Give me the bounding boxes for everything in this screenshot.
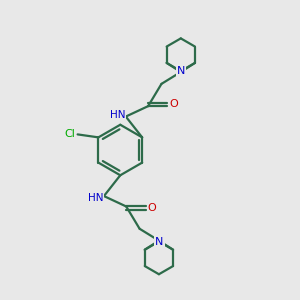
Text: HN: HN (110, 110, 125, 120)
Text: O: O (148, 203, 157, 213)
Text: O: O (169, 99, 178, 110)
Text: Cl: Cl (65, 129, 76, 140)
Text: HN: HN (88, 193, 103, 203)
Text: N: N (155, 237, 164, 247)
Text: N: N (177, 66, 186, 76)
